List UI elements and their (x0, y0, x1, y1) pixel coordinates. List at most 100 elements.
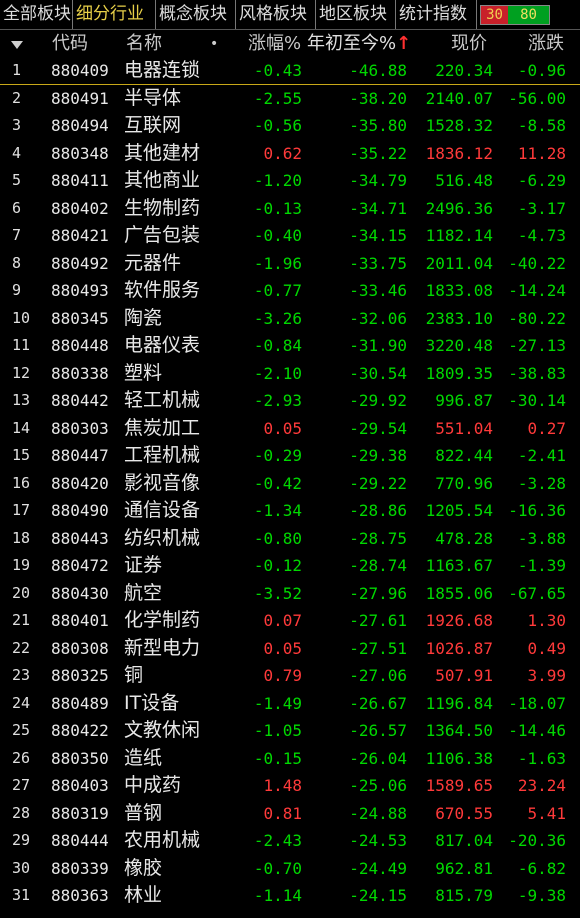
sector-name: 证券 (124, 554, 163, 576)
change-pct: 0.81 (263, 803, 302, 823)
change-pct: -0.43 (253, 61, 302, 80)
table-row[interactable]: 18 880443 纺织机械 -0.80 -28.75 478.28 -3.88 (0, 525, 580, 553)
tab-all-sectors[interactable]: 全部板块 (0, 0, 73, 29)
price-change: -14.46 (508, 721, 566, 740)
table-row[interactable]: 22 880308 新型电力 0.05 -27.51 1026.87 0.49 (0, 635, 580, 663)
column-header-price[interactable]: 现价 (451, 33, 487, 54)
ytd-pct: -24.49 (349, 858, 407, 878)
table-row[interactable]: 16 880420 影视音像 -0.42 -29.22 770.96 -3.28 (0, 470, 580, 498)
current-price: 1182.14 (425, 226, 493, 245)
price-change: -18.07 (508, 693, 566, 713)
change-pct: 0.05 (263, 638, 302, 658)
current-price: 770.96 (435, 473, 493, 493)
ytd-pct: -27.51 (349, 638, 407, 658)
sector-name: IT设备 (124, 691, 180, 714)
tab-concept-sectors[interactable]: 概念板块 (156, 0, 236, 29)
ytd-pct: -30.54 (349, 363, 407, 383)
tab-statistical-index[interactable]: 统计指数 (396, 0, 477, 29)
column-header-change[interactable]: 涨跌 (528, 33, 564, 54)
table-row[interactable]: 11 880448 电器仪表 -0.84 -31.90 3220.48 -27.13 (0, 332, 580, 360)
sector-code: 880348 (51, 143, 109, 163)
sector-name: 化学制药 (124, 609, 201, 631)
ytd-pct: -29.22 (349, 473, 407, 493)
change-pct: -1.05 (253, 721, 302, 740)
ytd-pct: -34.79 (349, 171, 407, 190)
change-pct: -1.49 (253, 693, 302, 713)
table-row[interactable]: 31 880363 林业 -1.14 -24.15 815.79 -9.38 (0, 882, 580, 910)
row-index: 8 (12, 253, 22, 272)
sector-name: 软件服务 (124, 279, 201, 301)
table-row[interactable]: 14 880303 焦炭加工 0.05 -29.54 551.04 0.27 (0, 415, 580, 443)
table-row[interactable]: 8 880492 元器件 -1.96 -33.75 2011.04 -40.22 (0, 250, 580, 278)
row-index: 23 (12, 666, 31, 684)
down-count: 80 (508, 5, 549, 24)
table-row[interactable]: 27 880403 中成药 1.48 -25.06 1589.65 23.24 (0, 772, 580, 800)
table-row[interactable]: 17 880490 通信设备 -1.34 -28.86 1205.54 -16.36 (0, 497, 580, 525)
sector-code: 880472 (51, 556, 109, 575)
row-index: 7 (12, 226, 22, 244)
current-price: 2383.10 (425, 308, 493, 328)
table-row[interactable]: 12 880338 塑料 -2.10 -30.54 1809.35 -38.83 (0, 360, 580, 388)
column-header-change-pct[interactable]: 涨幅% (248, 33, 302, 54)
table-row[interactable]: 28 880319 普钢 0.81 -24.88 670.55 5.41 (0, 800, 580, 828)
table-row[interactable]: 23 880325 铜 0.79 -27.06 507.91 3.99 (0, 662, 580, 690)
table-row[interactable]: 3 880494 互联网 -0.56 -35.80 1528.32 -8.58 (0, 112, 580, 140)
price-change: -3.17 (517, 198, 566, 218)
up-count: 30 (481, 5, 508, 24)
price-change: -56.00 (508, 88, 566, 108)
price-change: 0.27 (527, 418, 566, 438)
table-row[interactable]: 9 880493 软件服务 -0.77 -33.46 1833.08 -14.24 (0, 277, 580, 305)
table-row[interactable]: 21 880401 化学制药 0.07 -27.61 1926.68 1.30 (0, 607, 580, 635)
table-row[interactable]: 15 880447 工程机械 -0.29 -29.38 822.44 -2.41 (0, 442, 580, 470)
table-row[interactable]: 2 880491 半导体 -2.55 -38.20 2140.07 -56.00 (0, 85, 580, 113)
change-pct: -2.10 (253, 363, 302, 383)
column-header-name[interactable]: 名称 (126, 33, 162, 54)
sector-name: 塑料 (124, 361, 163, 384)
ytd-pct: -32.06 (349, 308, 407, 328)
ytd-pct: -35.22 (349, 143, 407, 163)
row-index: 21 (12, 611, 31, 629)
current-price: 1205.54 (425, 501, 493, 520)
current-price: 2140.07 (425, 88, 493, 108)
table-row[interactable]: 29 880444 农用机械 -2.43 -24.53 817.04 -20.36 (0, 827, 580, 855)
current-price: 1528.32 (425, 116, 493, 135)
table-row[interactable]: 7 880421 广告包装 -0.40 -34.15 1182.14 -4.73 (0, 222, 580, 250)
table-row[interactable]: 10 880345 陶瓷 -3.26 -32.06 2383.10 -80.22 (0, 305, 580, 333)
row-index: 19 (12, 556, 31, 574)
tab-style-sectors[interactable]: 风格板块 (236, 0, 316, 29)
tab-region-sectors[interactable]: 地区板块 (316, 0, 396, 29)
row-index: 31 (12, 886, 31, 904)
table-row[interactable]: 19 880472 证券 -0.12 -28.74 1163.67 -1.39 (0, 552, 580, 580)
change-pct: -0.13 (253, 198, 302, 218)
ytd-pct: -28.75 (349, 528, 407, 548)
ytd-pct: -38.20 (349, 88, 407, 108)
ytd-pct: -27.61 (349, 611, 407, 630)
current-price: 962.81 (435, 858, 493, 878)
tab-industry-segments[interactable]: 细分行业 (73, 0, 156, 29)
change-pct: 0.79 (263, 666, 302, 685)
ytd-pct: -35.80 (349, 116, 407, 135)
column-header-code[interactable]: 代码 (52, 33, 88, 54)
table-row[interactable]: 24 880489 IT设备 -1.49 -26.67 1196.84 -18.07 (0, 690, 580, 718)
sort-down-icon[interactable] (10, 40, 24, 50)
sector-name: 电器仪表 (124, 334, 201, 356)
sector-name: 造纸 (124, 746, 163, 769)
table-row[interactable]: 30 880339 橡胶 -0.70 -24.49 962.81 -6.82 (0, 855, 580, 883)
price-change: -1.39 (517, 556, 566, 575)
ytd-pct: -26.04 (349, 748, 407, 768)
table-row[interactable]: 6 880402 生物制药 -0.13 -34.71 2496.36 -3.17 (0, 195, 580, 223)
sector-code: 880422 (51, 721, 109, 740)
change-pct: -0.80 (253, 528, 302, 548)
sector-name: 文教休闲 (124, 719, 201, 741)
ytd-pct: -27.96 (349, 583, 407, 603)
column-header-ytd-pct[interactable]: 年初至今%↑ (307, 30, 411, 58)
table-row[interactable]: 1 880409 电器连锁 -0.43 -46.88 220.34 -0.96 (0, 57, 580, 85)
sector-name: 橡胶 (124, 856, 163, 879)
table-row[interactable]: 4 880348 其他建材 0.62 -35.22 1836.12 11.28 (0, 140, 580, 168)
row-index: 12 (12, 363, 31, 382)
table-row[interactable]: 20 880430 航空 -3.52 -27.96 1855.06 -67.65 (0, 580, 580, 608)
table-row[interactable]: 13 880442 轻工机械 -2.93 -29.92 996.87 -30.14 (0, 387, 580, 415)
table-row[interactable]: 5 880411 其他商业 -1.20 -34.79 516.48 -6.29 (0, 167, 580, 195)
table-row[interactable]: 26 880350 造纸 -0.15 -26.04 1106.38 -1.63 (0, 745, 580, 773)
table-row[interactable]: 25 880422 文教休闲 -1.05 -26.57 1364.50 -14.46 (0, 717, 580, 745)
